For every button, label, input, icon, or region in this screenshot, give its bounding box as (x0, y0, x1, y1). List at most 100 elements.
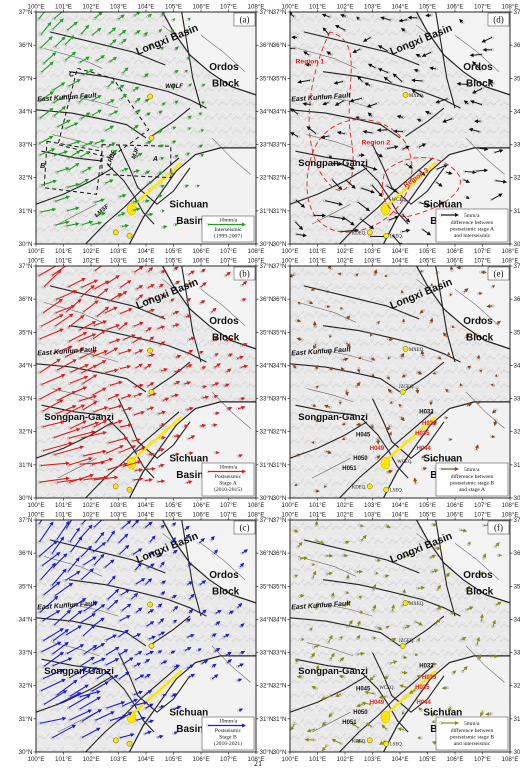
minor-fault-line (52, 642, 100, 657)
earthquake-marker (366, 483, 373, 490)
longitude-tick-label: 102°E (337, 258, 354, 265)
earthquake-label: JZGEQ. (399, 385, 415, 390)
longitude-tick-label: 107°E (220, 4, 237, 11)
velocity-arrow (171, 17, 175, 22)
velocity-arrow (338, 400, 343, 405)
gps-station-label: H045 (356, 687, 371, 693)
velocity-arrow (158, 144, 165, 148)
velocity-arrow (66, 278, 86, 289)
velocity-arrow (364, 82, 372, 87)
velocity-arrow (78, 284, 95, 299)
velocity-arrow (117, 649, 129, 657)
velocity-arrow (303, 51, 312, 57)
longitude-tick-label: 104°E (392, 756, 409, 763)
longitude-tick-label: 105°E (419, 258, 436, 265)
velocity-arrow (81, 475, 108, 482)
minor-fault-line (465, 391, 505, 429)
latitude-tick-label: 30°N (19, 495, 33, 502)
velocity-arrow (51, 427, 81, 439)
velocity-arrow (323, 404, 332, 409)
velocity-arrow (481, 35, 494, 43)
earthquake-label: MXEQ. (409, 348, 424, 353)
velocity-arrow (120, 223, 130, 228)
velocity-arrow (132, 266, 144, 274)
velocity-arrow (206, 222, 246, 227)
velocity-arrow (155, 479, 166, 484)
velocity-arrow (90, 387, 107, 397)
map-panel-f: MXEQ. KDEQ. LSEQ. JZGEQ. H032 H033 H035 H044 H04… (273, 512, 520, 764)
velocity-arrow (358, 217, 375, 230)
latitude-tick-label: 37°N (19, 517, 33, 524)
velocity-arrow (41, 298, 63, 315)
velocity-arrow (38, 36, 53, 50)
velocity-arrow (172, 434, 181, 439)
gps-station-label: H033 (422, 421, 437, 427)
velocity-arrow (388, 431, 392, 437)
velocity-arrow (37, 595, 59, 614)
earthquake-label: WCEQ. (392, 198, 407, 203)
velocity-arrow (157, 28, 163, 33)
velocity-arrow (491, 619, 496, 629)
block-label: Ordos (209, 316, 239, 327)
velocity-arrow (133, 651, 143, 657)
minor-fault-line (57, 203, 97, 225)
velocity-arrow (133, 467, 144, 472)
latitude-tick-label: 35°N (260, 583, 274, 590)
velocity-arrow (321, 744, 329, 752)
velocity-arrow (40, 551, 61, 568)
velocity-arrow (324, 449, 332, 454)
longitude-tick-label: 102°E (83, 502, 100, 509)
latitude-tick-label: 36°N (514, 550, 520, 557)
legend-text: Stage A (219, 481, 237, 487)
velocity-arrow (107, 56, 118, 64)
velocity-arrow (496, 553, 503, 557)
velocity-arrow (172, 705, 182, 710)
velocity-arrow (199, 153, 205, 158)
velocity-arrow (400, 212, 410, 223)
velocity-arrow (79, 430, 107, 440)
legend-text: postseismic stage B (450, 735, 494, 741)
velocity-arrow (387, 337, 394, 342)
velocity-arrow (147, 43, 153, 48)
velocity-arrow (80, 727, 101, 739)
velocity-arrow (120, 67, 129, 75)
velocity-arrow (213, 411, 220, 416)
velocity-arrow (369, 674, 377, 681)
fault-line (49, 285, 166, 320)
velocity-arrow (294, 232, 307, 238)
velocity-arrow (134, 716, 147, 722)
velocity-arrow (340, 367, 346, 373)
velocity-arrow (52, 445, 85, 457)
earthquake-marker (148, 643, 155, 649)
longitude-tick-label: 102°E (337, 502, 354, 509)
velocity-arrow (481, 553, 487, 560)
velocity-arrow (157, 704, 166, 709)
longitude-tick-label: 104°E (138, 258, 155, 265)
longitude-tick-label: 103°E (364, 4, 381, 11)
latitude-tick-label: 32°N (19, 429, 33, 436)
latitude-tick-label: 36°N (514, 42, 520, 49)
velocity-arrow (343, 540, 350, 545)
minor-fault-line (454, 34, 500, 72)
longitude-tick-label: 107°E (474, 502, 491, 509)
velocity-arrow (290, 132, 300, 139)
velocity-arrow (494, 601, 502, 607)
velocity-arrow (404, 162, 413, 169)
legend-text: difference between (451, 473, 494, 480)
velocity-arrow (200, 366, 207, 370)
velocity-arrow (169, 693, 177, 698)
latitude-tick-label: 35°N (19, 583, 33, 590)
velocity-arrow (118, 589, 130, 597)
velocity-arrow (407, 15, 420, 20)
block-label: Songpan-Ganzi (44, 412, 114, 423)
velocity-arrow (133, 674, 145, 682)
block-label: Songpan-Ganzi (298, 158, 368, 169)
longitude-tick-label: 106°E (447, 4, 464, 11)
velocity-arrow (107, 149, 118, 158)
velocity-arrow (213, 353, 219, 357)
velocity-arrow (340, 13, 348, 18)
block-label: Block (212, 333, 240, 344)
latitude-tick-label: 36°N (273, 296, 287, 303)
velocity-arrow (449, 266, 454, 272)
velocity-arrow (495, 320, 502, 325)
